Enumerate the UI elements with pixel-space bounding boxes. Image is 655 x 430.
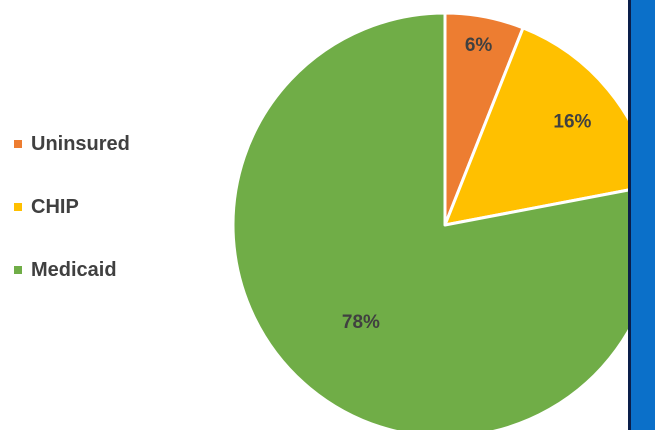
legend-swatch-chip [14,203,22,211]
side-panel [628,0,655,430]
legend-item-chip: CHIP [14,191,130,223]
legend-swatch-medicaid [14,266,22,274]
data-label-chip: 16% [553,112,591,133]
legend-label-chip: CHIP [31,195,79,218]
chart-legend: Uninsured CHIP Medicaid [14,128,130,317]
data-label-uninsured: 6% [465,35,493,56]
pie-slice-medicaid [231,11,655,430]
data-label-medicaid: 78% [342,312,380,333]
legend-item-uninsured: Uninsured [14,128,130,160]
legend-label-uninsured: Uninsured [31,132,130,155]
legend-swatch-uninsured [14,140,22,148]
legend-label-medicaid: Medicaid [31,258,117,281]
legend-item-medicaid: Medicaid [14,254,130,286]
